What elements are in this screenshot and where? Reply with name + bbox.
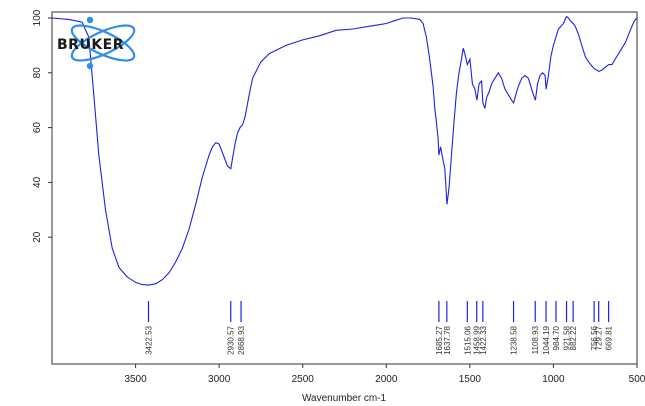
peak-label: 882.22 bbox=[569, 325, 578, 350]
peak-label: 2930.57 bbox=[227, 325, 236, 354]
x-tick-label: 3500 bbox=[124, 374, 147, 385]
x-tick-label: 1500 bbox=[459, 374, 482, 385]
peak-label: 1044.19 bbox=[542, 325, 551, 354]
peak-label: 729.27 bbox=[595, 325, 604, 350]
peak-label: 984.70 bbox=[552, 325, 561, 350]
peak-label: 1458.99 bbox=[473, 325, 482, 354]
spectrum-line bbox=[51, 15, 638, 286]
peak-label: 669.81 bbox=[605, 325, 614, 350]
peak-label: 921.58 bbox=[563, 325, 572, 350]
peak-label: 2868.93 bbox=[237, 325, 246, 354]
x-axis-title: Wavenumber cm-1 bbox=[302, 393, 387, 404]
y-tick-label: 80 bbox=[32, 67, 43, 79]
peak-label: 1422.33 bbox=[479, 325, 488, 354]
peak-label: 1238.58 bbox=[510, 325, 519, 354]
peak-label: 3422.53 bbox=[145, 325, 154, 354]
x-tick-label: 3000 bbox=[208, 374, 231, 385]
peak-label: 1685.27 bbox=[435, 325, 444, 354]
x-tick-label: 2000 bbox=[375, 374, 398, 385]
y-tick-label: 100 bbox=[32, 9, 43, 26]
y-tick-label: 40 bbox=[32, 176, 43, 188]
y-tick-label: 20 bbox=[32, 231, 43, 243]
bruker-logo: BRUKER bbox=[57, 16, 136, 70]
plot-frame bbox=[51, 11, 638, 365]
electron-dot-icon bbox=[86, 16, 94, 24]
y-tick-label: 60 bbox=[32, 122, 43, 134]
atom-icon bbox=[70, 24, 136, 62]
x-tick-label: 1000 bbox=[542, 374, 565, 385]
x-tick-label: 500 bbox=[629, 374, 645, 385]
y-axis: 20 40 60 80 100 bbox=[32, 9, 52, 243]
peak-label: 1108.93 bbox=[531, 325, 540, 354]
x-axis: 3500 3000 2500 2000 1500 1000 500 bbox=[124, 364, 645, 385]
peak-label: 1637.78 bbox=[443, 325, 452, 354]
logo-text: BRUKER bbox=[57, 37, 124, 53]
x-tick-label: 2500 bbox=[292, 374, 315, 385]
electron-dot-icon bbox=[86, 62, 94, 70]
peak-label: 756.56 bbox=[590, 325, 599, 350]
peak-label: 1515.06 bbox=[463, 325, 472, 354]
